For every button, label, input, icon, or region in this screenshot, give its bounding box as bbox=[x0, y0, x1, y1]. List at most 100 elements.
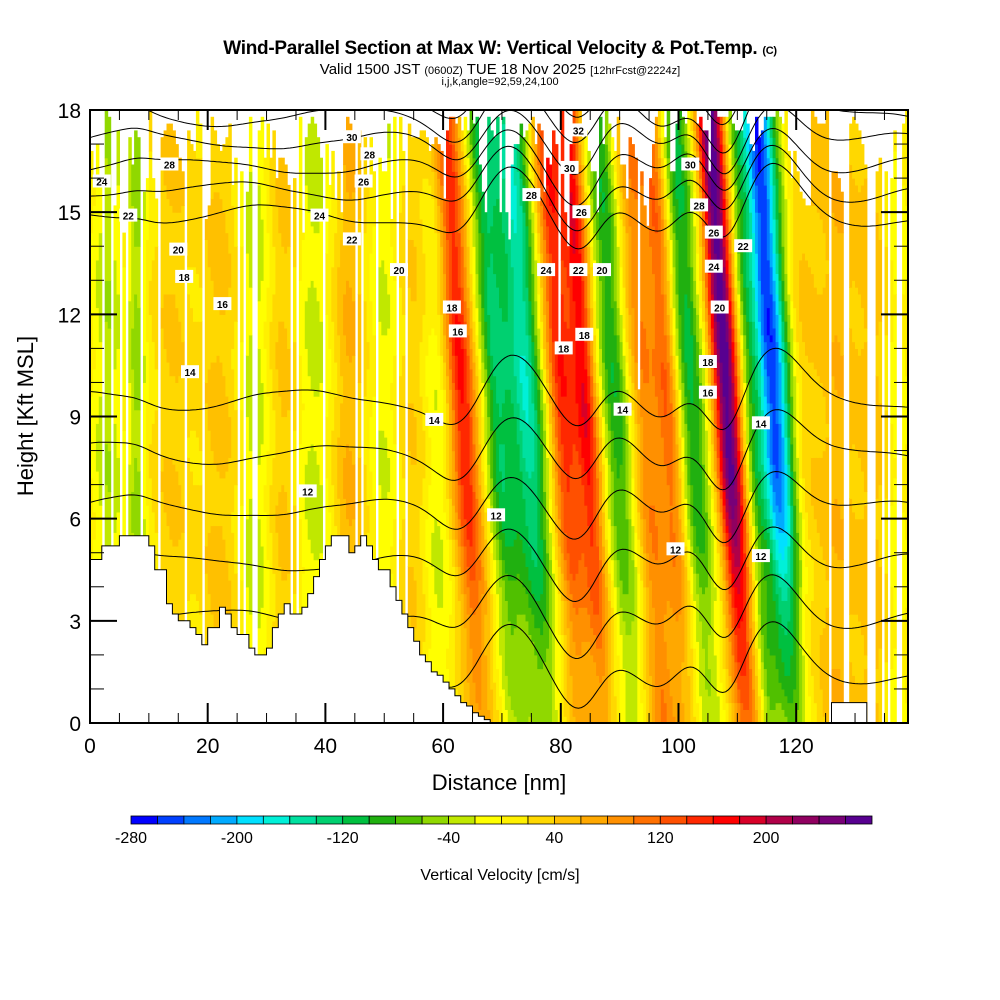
field-cell bbox=[440, 539, 444, 608]
field-cell bbox=[678, 409, 682, 438]
field-cell bbox=[752, 491, 756, 513]
field-cell bbox=[728, 593, 732, 615]
field-cell bbox=[813, 287, 818, 370]
contour-label: 30 bbox=[681, 157, 700, 172]
field-cell bbox=[381, 430, 385, 499]
field-cell bbox=[566, 491, 571, 554]
field-cell bbox=[475, 498, 479, 608]
field-cell bbox=[690, 593, 694, 649]
colorbar-bin bbox=[157, 815, 185, 825]
field-cell bbox=[734, 375, 738, 397]
colorbar-bin bbox=[792, 815, 820, 825]
field-cell bbox=[749, 450, 753, 472]
field-cell bbox=[799, 648, 803, 723]
field-cell bbox=[810, 457, 815, 506]
field-cell bbox=[731, 586, 735, 608]
field-cell bbox=[422, 314, 426, 431]
field-cell bbox=[466, 178, 471, 200]
field-cell bbox=[128, 464, 132, 547]
colorbar-tick-label: -200 bbox=[221, 830, 253, 847]
field-cell bbox=[501, 443, 506, 492]
potential-temperature-contours bbox=[90, 110, 908, 709]
field-cell bbox=[775, 505, 780, 526]
field-cell bbox=[557, 634, 562, 723]
field-cell bbox=[463, 348, 468, 520]
field-cell bbox=[819, 123, 824, 220]
field-cell bbox=[346, 280, 350, 356]
field-cell bbox=[552, 545, 556, 574]
field-cell bbox=[731, 184, 735, 206]
contour-label-text: 22 bbox=[573, 266, 585, 277]
field-cell bbox=[613, 559, 618, 588]
field-cell bbox=[675, 409, 679, 445]
field-cell bbox=[716, 491, 721, 513]
field-cell bbox=[643, 328, 647, 384]
field-cell bbox=[678, 314, 682, 349]
field-cell bbox=[510, 266, 515, 404]
field-cell bbox=[272, 573, 276, 622]
field-cell bbox=[460, 150, 465, 172]
field-cell bbox=[552, 375, 556, 397]
field-cell bbox=[301, 232, 306, 240]
field-cell bbox=[728, 375, 732, 424]
field-cell bbox=[675, 443, 679, 506]
field-cell bbox=[763, 396, 768, 431]
field-cell bbox=[340, 212, 344, 240]
field-cell bbox=[469, 328, 474, 349]
field-cell bbox=[569, 620, 574, 676]
field-cell bbox=[610, 212, 615, 309]
contour-label-bg bbox=[448, 324, 467, 338]
field-cell bbox=[216, 307, 220, 356]
field-cell bbox=[278, 157, 282, 234]
field-cell bbox=[728, 484, 732, 506]
field-cell bbox=[216, 525, 220, 642]
field-cell bbox=[531, 191, 535, 213]
field-cell bbox=[722, 614, 727, 670]
field-cell bbox=[893, 620, 897, 649]
field-cell bbox=[504, 212, 509, 254]
field-cell bbox=[604, 539, 609, 561]
field-cell bbox=[293, 505, 297, 595]
field-cell bbox=[834, 389, 838, 499]
field-cell bbox=[604, 559, 609, 588]
field-cell bbox=[501, 321, 506, 404]
field-cell bbox=[310, 280, 315, 390]
field-cell bbox=[716, 362, 721, 377]
field-cell bbox=[860, 184, 865, 309]
field-cell bbox=[557, 566, 562, 595]
field-cell bbox=[763, 368, 768, 397]
field-cell bbox=[884, 573, 888, 663]
field-cell bbox=[216, 191, 220, 309]
field-cell bbox=[116, 130, 120, 186]
field-cell bbox=[884, 334, 888, 411]
field-cell bbox=[858, 457, 862, 520]
field-cell bbox=[834, 225, 838, 336]
field-cell bbox=[148, 280, 153, 315]
field-cell bbox=[578, 464, 582, 561]
field-cell bbox=[581, 164, 585, 186]
field-cell bbox=[693, 164, 697, 193]
field-cell bbox=[710, 205, 715, 234]
contour-label-text: 24 bbox=[314, 212, 326, 223]
contour-label: 28 bbox=[522, 188, 541, 202]
field-cell bbox=[613, 225, 618, 302]
field-cell bbox=[672, 416, 677, 533]
field-cell bbox=[746, 511, 750, 533]
field-cell bbox=[690, 484, 694, 527]
field-cell bbox=[619, 464, 624, 581]
field-cell bbox=[257, 184, 262, 302]
field-cell bbox=[181, 532, 185, 670]
field-cell bbox=[893, 314, 897, 458]
field-cell bbox=[390, 219, 394, 247]
field-cell bbox=[449, 368, 453, 390]
field-cell bbox=[590, 198, 594, 220]
field-cell bbox=[528, 362, 532, 479]
field-cell bbox=[769, 573, 774, 656]
field-cell bbox=[316, 396, 321, 465]
field-cell bbox=[772, 253, 777, 281]
field-cell bbox=[516, 171, 521, 404]
field-cell bbox=[719, 511, 724, 527]
contour-label: 18 bbox=[175, 269, 194, 284]
isentrope-18 bbox=[90, 127, 908, 207]
field-cell bbox=[422, 477, 426, 595]
